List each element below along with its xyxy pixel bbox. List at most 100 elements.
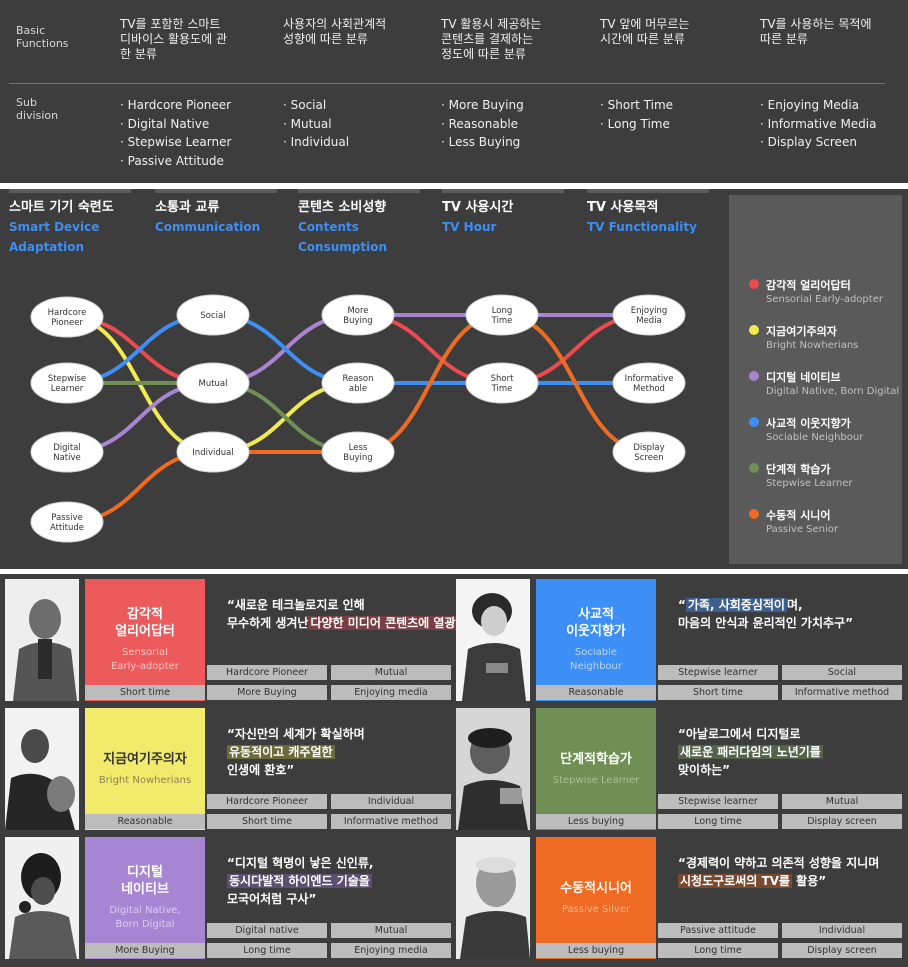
node-ellipse — [321, 431, 395, 473]
node-label: Stepwise — [48, 374, 86, 384]
attribute-tag: Informative method — [331, 814, 451, 829]
list-item: · Display Screen — [760, 135, 857, 149]
quote-text: 모국어처럼 구사” — [227, 892, 317, 906]
legend-label-ko: 수동적 시니어 — [766, 509, 831, 522]
attribute-tag: Long time — [658, 814, 778, 829]
persona-name-ko: 사교적 이웃지향가 — [566, 607, 626, 639]
column-title-en: Communication — [155, 220, 261, 234]
legend-label-ko: 지금여기주의자 — [766, 325, 837, 338]
attribute-tag: Hardcore Pioneer — [207, 665, 327, 680]
persona-name-en: Bright Nowherians — [98, 774, 192, 786]
node-label: Display — [633, 443, 664, 453]
legend-dot-blue — [749, 417, 759, 427]
legend-dot-yellow — [749, 325, 759, 335]
list-item: · Mutual — [283, 116, 332, 131]
node-ellipse — [321, 362, 395, 404]
attribute-tag: Individual — [331, 794, 451, 809]
divider — [9, 83, 885, 84]
persona-card: 디지털 네이티브 Digital Native, Born Digital — [85, 837, 205, 959]
list-item: · Short Time — [600, 98, 674, 112]
persona-photo — [5, 708, 79, 830]
quote-text: “디지털 혁명이 낳은 신인류, — [227, 856, 374, 870]
legend-dot-purple — [749, 371, 759, 381]
quote-text: 활용” — [791, 874, 827, 888]
attribute-tag: Mutual — [331, 665, 451, 680]
node-label: Passive — [51, 513, 82, 523]
node-label: More — [347, 306, 368, 316]
quote-highlight: 동시다발적 하이엔드 기술을 — [227, 874, 372, 888]
persona-photo — [456, 708, 530, 830]
subdivision-list-5: · Enjoying Media · Informative Media · D… — [760, 96, 876, 152]
legend-label-ko: 사교적 이웃지향가 — [766, 417, 851, 430]
node-ellipse — [465, 294, 539, 336]
attribute-tag: Informative method — [782, 685, 902, 700]
node-ellipse — [176, 362, 250, 404]
function-heading-1: TV를 포함한 스마트 디바이스 활용도에 관 한 분류 — [120, 17, 227, 61]
quote-highlight: 새로운 패러다임의 노년기를 — [678, 745, 823, 759]
list-item: · Long Time — [600, 116, 670, 131]
persona-card: 감각적 얼리어답터 Sensorial Early-adopter — [85, 579, 205, 701]
persona-path-5 — [65, 312, 651, 524]
node-label: Buying — [343, 453, 372, 463]
list-item: · Passive Attitude — [120, 153, 224, 168]
list-item: · Stepwise Learner — [120, 135, 232, 149]
attribute-tag: Passive attitude — [658, 923, 778, 938]
attribute-tag: Mutual — [331, 923, 451, 938]
node-label: Screen — [634, 453, 663, 463]
node-label: Informative — [625, 374, 674, 384]
attribute-tag: Reasonable — [85, 814, 205, 829]
node-label: able — [349, 384, 367, 394]
persona-name-ko: 디지털 네이티브 — [121, 865, 169, 897]
legend-dot-green — [749, 463, 759, 473]
attribute-tag: Reasonable — [536, 685, 656, 700]
node-label: Digital — [53, 443, 81, 453]
legend-dot-red — [749, 279, 759, 289]
persona-name-en: Sensorial Early-adopter — [111, 647, 179, 672]
node-ellipse — [176, 294, 250, 336]
persona-photo — [5, 837, 79, 959]
list-item: · More Buying — [441, 98, 524, 112]
flow-column-header-2: 소통과 교류 Communication — [155, 189, 277, 237]
attribute-tag: Enjoying media — [331, 943, 451, 958]
list-item: · Digital Native — [120, 116, 210, 131]
legend-label-en: Sensorial Early-adopter — [766, 294, 883, 305]
node-label: Method — [633, 384, 665, 394]
persona-quote: “아날로그에서 디지털로 새로운 패러다임의 노년기를 맞이하는” — [678, 725, 823, 779]
node-label: Attitude — [50, 523, 84, 533]
attribute-tag: More Buying — [85, 943, 205, 958]
quote-text: 며, 마음의 안식과 윤리적인 가치추구” — [678, 598, 853, 630]
legend-label-en: Sociable Neighbour — [766, 432, 864, 443]
persona-name-ko: 감각적 얼리어답터 — [115, 607, 175, 639]
persona-photo — [5, 579, 79, 701]
persona-name-en: Sociable Neighbour — [569, 647, 622, 672]
attribute-tag: Mutual — [782, 794, 902, 809]
basic-functions-label: Basic Functions — [16, 24, 69, 50]
persona-photo — [456, 579, 530, 701]
list-item: · Hardcore Pioneer — [120, 98, 232, 112]
quote-highlight: 다양한 미디어 콘텐츠에 열광” — [308, 616, 466, 630]
node-label: Time — [491, 384, 513, 394]
function-heading-4: TV 앞에 머무르는 시간에 따른 분류 — [600, 17, 690, 46]
attribute-tag: Short time — [658, 685, 778, 700]
persona-name-ko: 수동적시니어 — [560, 880, 632, 896]
persona-card: 수동적시니어 Passive Silver — [536, 837, 656, 959]
node-ellipse — [465, 362, 539, 404]
node-label: Media — [636, 316, 662, 326]
node-social: Social — [176, 294, 250, 336]
legend: 감각적 얼리어답터 Sensorial Early-adopter 지금여기주의… — [729, 195, 902, 564]
subdivision-label: Sub division — [16, 96, 59, 122]
persona-card: 단계적학습가 Stepwise Learner — [536, 708, 656, 830]
node-label: Enjoying — [631, 306, 668, 316]
column-title-en: TV Hour — [442, 220, 497, 234]
quote-text: “아날로그에서 디지털로 — [678, 727, 801, 741]
column-title-en: Contents Consumption — [298, 220, 388, 254]
attribute-tag: More Buying — [207, 685, 327, 700]
node-ellipse — [321, 294, 395, 336]
persona-name-en: Passive Silver — [561, 903, 631, 915]
node-ellipse — [612, 431, 686, 473]
